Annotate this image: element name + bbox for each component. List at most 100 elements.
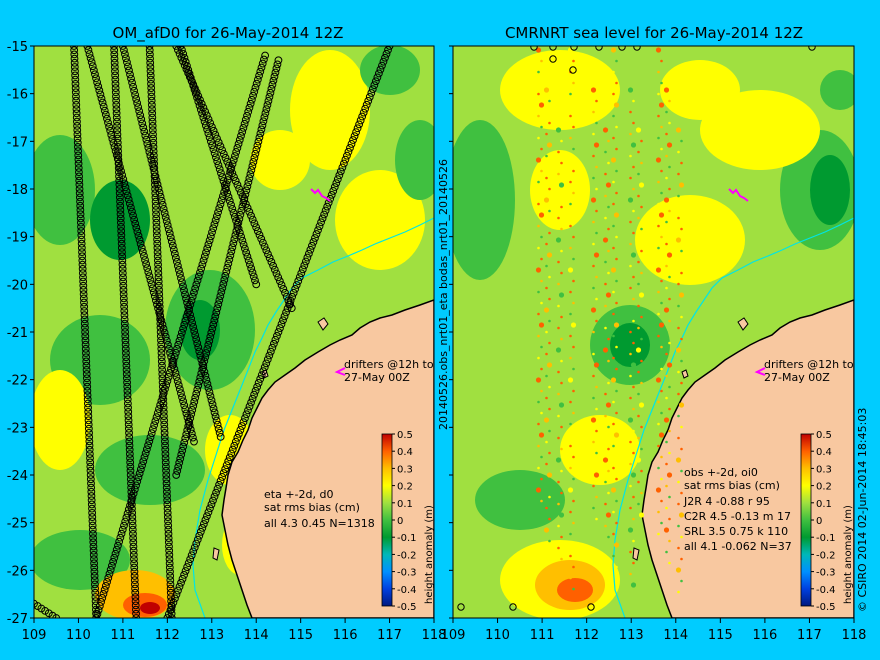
observation-point — [611, 47, 616, 52]
observation-point — [636, 127, 641, 132]
observation-point — [632, 518, 635, 521]
observation-point — [560, 426, 563, 429]
observation-point — [540, 302, 543, 305]
observation-point — [657, 335, 660, 338]
observation-point — [604, 261, 607, 264]
observation-point — [632, 430, 635, 433]
observation-point — [540, 456, 543, 459]
observation-point — [612, 401, 615, 404]
observation-point — [640, 360, 643, 363]
observation-point — [556, 457, 561, 462]
observation-point — [612, 357, 615, 360]
observation-point — [548, 430, 551, 433]
observation-point — [677, 327, 680, 330]
observation-point — [557, 371, 560, 374]
observation-point — [680, 558, 683, 561]
observation-point — [668, 496, 671, 499]
observation-point — [637, 481, 640, 484]
observation-point — [664, 417, 669, 422]
observation-point — [656, 267, 661, 272]
observation-point — [604, 525, 607, 528]
x-tick-label: 113 — [619, 628, 644, 643]
observation-point — [557, 437, 560, 440]
observation-point — [591, 417, 596, 422]
observation-point — [544, 527, 549, 532]
observation-point — [632, 210, 635, 213]
observation-point — [572, 192, 575, 195]
observation-point — [607, 272, 610, 275]
observation-point — [604, 327, 607, 330]
observation-point — [572, 390, 575, 393]
observation-point — [604, 195, 607, 198]
observation-point — [557, 261, 560, 264]
drifters-note-line2: 27-May 00Z — [764, 371, 830, 384]
observation-point — [668, 540, 671, 543]
observation-point — [572, 566, 575, 569]
observation-point — [612, 511, 615, 514]
observation-point — [614, 542, 619, 547]
anomaly-patch — [810, 155, 850, 225]
observation-point — [628, 527, 633, 532]
observation-point — [548, 298, 551, 301]
observation-point — [560, 316, 563, 319]
observation-point — [615, 236, 618, 239]
observation-point — [667, 472, 672, 477]
observation-point — [677, 173, 680, 176]
observation-point — [665, 221, 668, 224]
observation-point — [569, 357, 572, 360]
observation-point — [540, 60, 543, 63]
observation-point — [657, 115, 660, 118]
observation-point — [660, 478, 663, 481]
colorbar-tick-label: -0.2 — [816, 550, 836, 561]
observation-point — [560, 360, 563, 363]
observation-point — [569, 203, 572, 206]
drifters-note-line1: drifters @12h to — [764, 358, 854, 371]
x-tick-label: 115 — [288, 628, 313, 643]
observation-point — [595, 232, 598, 235]
observation-point — [629, 155, 632, 158]
x-tick-label: 118 — [842, 628, 867, 643]
x-tick-label: 116 — [752, 628, 777, 643]
observation-point — [657, 71, 660, 74]
observation-point — [664, 527, 669, 532]
observation-point — [631, 582, 636, 587]
observation-point — [572, 258, 575, 261]
observation-point — [603, 127, 608, 132]
observation-point — [680, 228, 683, 231]
observation-point — [677, 283, 680, 286]
observation-point — [660, 148, 663, 151]
observation-point — [657, 137, 660, 140]
observation-point — [632, 166, 635, 169]
observation-point — [676, 127, 681, 132]
observation-point — [557, 151, 560, 154]
observation-point — [540, 82, 543, 85]
colorbar-label: height anomaly (m) — [843, 505, 854, 604]
observation-point — [569, 423, 572, 426]
observation-point — [572, 588, 575, 591]
colorbar-scale — [801, 434, 811, 606]
observation-point — [545, 287, 548, 290]
observation-point — [612, 533, 615, 536]
observation-point — [595, 496, 598, 499]
observation-point — [665, 111, 668, 114]
colorbar-label: height anomaly (m) — [424, 505, 435, 604]
observation-point — [603, 237, 608, 242]
observation-point — [557, 217, 560, 220]
observation-point — [603, 457, 608, 462]
observation-point — [668, 518, 671, 521]
observation-point — [548, 188, 551, 191]
observation-point — [659, 212, 664, 217]
observation-point — [548, 166, 551, 169]
x-tick-label: 114 — [244, 628, 269, 643]
observation-point — [537, 291, 540, 294]
observation-point — [615, 302, 618, 305]
observation-point — [607, 140, 610, 143]
observation-point — [640, 228, 643, 231]
observation-point — [595, 342, 598, 345]
stats-line3: J2R 4 -0.88 r 95 — [683, 495, 770, 508]
drifters-note-line1: drifters @12h to — [344, 358, 434, 371]
observation-point — [569, 335, 572, 338]
observation-point — [631, 362, 636, 367]
observation-point — [656, 377, 661, 382]
observation-point — [657, 357, 660, 360]
